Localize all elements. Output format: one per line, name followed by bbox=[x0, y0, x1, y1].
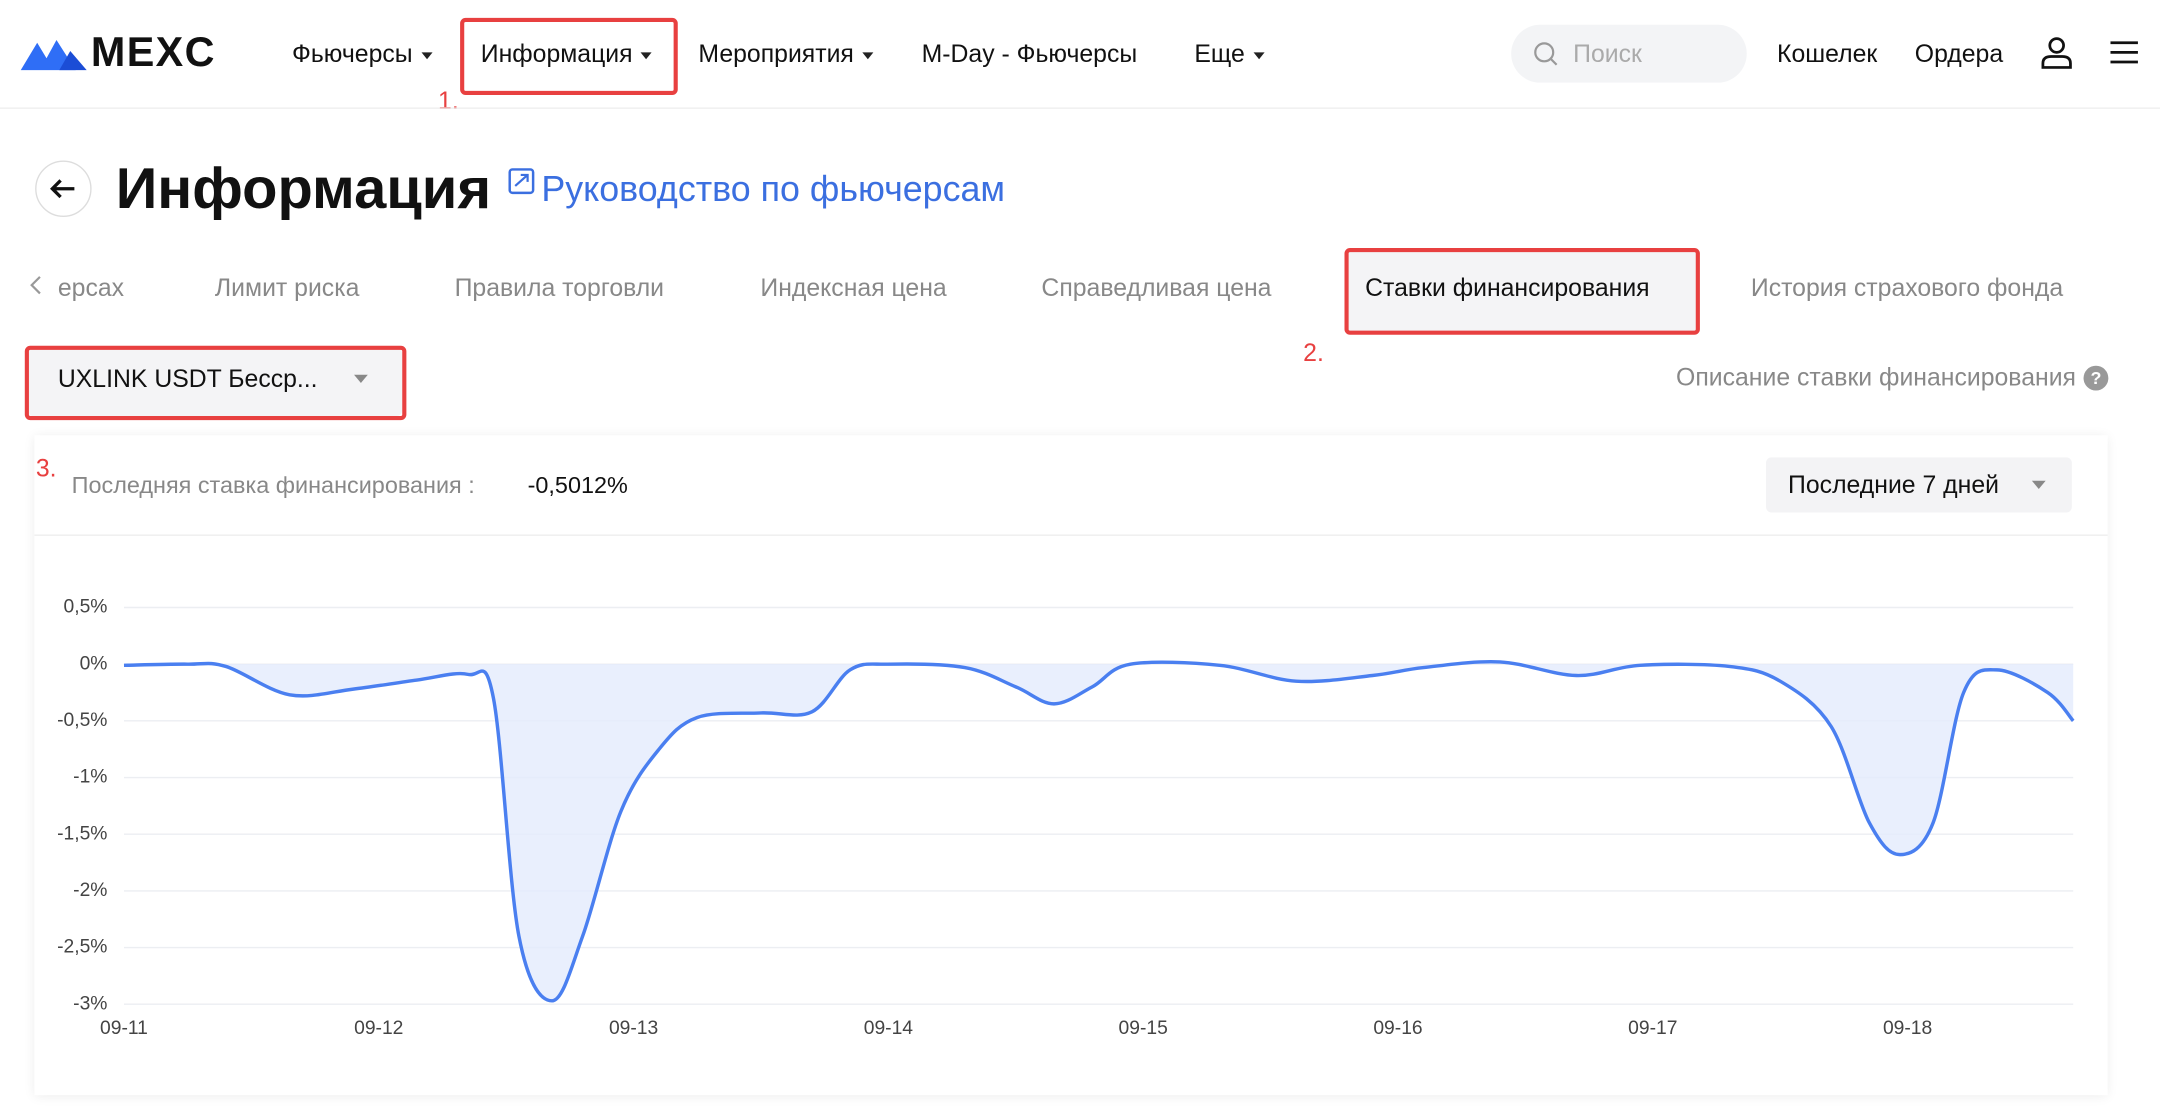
symbol-text: UXLINK USDT Бесср... bbox=[57, 365, 318, 393]
page-title: Информация bbox=[115, 155, 492, 221]
orders-link[interactable]: Ордера bbox=[1914, 39, 2004, 68]
card-divider bbox=[34, 534, 2108, 536]
guide-icon bbox=[508, 168, 535, 195]
dropdown-caret bbox=[354, 374, 368, 383]
y-tick-label: -1,5% bbox=[57, 823, 107, 844]
x-tick-label: 09-16 bbox=[1373, 1018, 1422, 1039]
back-button[interactable] bbox=[34, 160, 92, 218]
guide-link[interactable]: Руководство по фьючерсам bbox=[541, 168, 1006, 210]
help-icon[interactable]: ? bbox=[2083, 365, 2109, 391]
x-tick-label: 09-13 bbox=[609, 1018, 658, 1039]
chart-card bbox=[34, 435, 2108, 1096]
tab[interactable]: Ставки финансирования bbox=[1365, 274, 1650, 302]
funding-description-link[interactable]: Описание ставки финансирования bbox=[1676, 363, 2076, 392]
y-tick-label: -0,5% bbox=[57, 710, 107, 731]
x-tick-label: 09-11 bbox=[100, 1018, 148, 1039]
dropdown-caret bbox=[2031, 480, 2046, 490]
annotation: 2. bbox=[1303, 338, 1324, 367]
symbol-selector[interactable]: UXLINK USDT Бесср... bbox=[27, 348, 403, 417]
nav-item[interactable]: Еще bbox=[1194, 40, 1264, 69]
nav-item[interactable]: Мероприятия bbox=[698, 40, 873, 69]
x-tick-label: 09-18 bbox=[1883, 1018, 1932, 1039]
x-tick-label: 09-15 bbox=[1119, 1018, 1168, 1039]
latest-label: Последняя ставка финансирования : bbox=[71, 472, 475, 499]
logo[interactable]: MEXC bbox=[90, 30, 216, 76]
x-tick-label: 09-17 bbox=[1628, 1018, 1677, 1039]
logo-icon bbox=[20, 39, 87, 71]
wallet-link[interactable]: Кошелек bbox=[1777, 39, 1878, 68]
period-text: Последние 7 дней bbox=[1788, 471, 1999, 499]
nav-item[interactable]: Информация bbox=[481, 40, 652, 69]
tab[interactable]: Лимит риска bbox=[214, 274, 360, 302]
search-placeholder: Поиск bbox=[1573, 39, 1642, 68]
highlight-box bbox=[460, 17, 678, 96]
tab[interactable]: Справедливая цена bbox=[1041, 274, 1272, 302]
svg-text:?: ? bbox=[2090, 368, 2101, 388]
tab[interactable]: Индексная цена bbox=[760, 274, 947, 302]
highlight-box bbox=[1344, 247, 1700, 335]
latest-value: -0,5012% bbox=[527, 472, 628, 499]
highlight-box bbox=[24, 345, 407, 421]
menu-icon[interactable] bbox=[2110, 40, 2138, 65]
nav-item[interactable]: M-Day - Фьючерсы bbox=[921, 39, 1138, 68]
y-tick-label: -2% bbox=[73, 880, 107, 901]
search-box[interactable]: Поиск bbox=[1511, 24, 1747, 83]
y-tick-label: -2,5% bbox=[57, 937, 107, 958]
annotation: 3. bbox=[35, 454, 57, 483]
active-tab-bg bbox=[1347, 249, 1698, 332]
y-tick-label: 0% bbox=[80, 653, 108, 674]
search-icon bbox=[1534, 42, 1558, 66]
x-tick-label: 09-12 bbox=[354, 1018, 403, 1039]
tab[interactable]: ерсах bbox=[57, 274, 125, 302]
line bbox=[123, 659, 2075, 1003]
tab[interactable]: История страхового фонда bbox=[1750, 274, 2064, 302]
period-selector[interactable]: Последние 7 дней bbox=[1766, 457, 2072, 513]
nav-item[interactable]: Фьючерсы bbox=[292, 40, 432, 69]
y-tick-label: 0,5% bbox=[64, 597, 108, 618]
x-tick-label: 09-14 bbox=[864, 1018, 914, 1039]
area bbox=[123, 661, 2074, 1001]
tab[interactable]: Правила торговли bbox=[454, 274, 665, 302]
tabs-prev[interactable] bbox=[28, 274, 45, 299]
y-tick-label: -3% bbox=[73, 993, 107, 1014]
y-tick-label: -1% bbox=[73, 767, 107, 788]
user-icon[interactable] bbox=[2040, 36, 2073, 69]
nav-divider bbox=[0, 107, 2160, 109]
